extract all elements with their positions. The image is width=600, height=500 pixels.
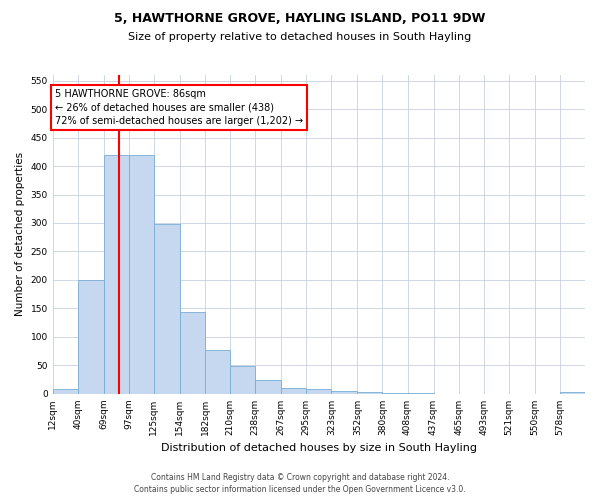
Bar (205, 350, 230, 394)
Bar (255, 380, 281, 394)
Bar (180, 312, 205, 394)
Bar (230, 366, 255, 394)
Bar (560, 392, 585, 394)
Bar (306, 389, 331, 394)
X-axis label: Distribution of detached houses by size in South Hayling: Distribution of detached houses by size … (161, 444, 477, 454)
Bar (53, 389, 78, 394)
Text: Contains public sector information licensed under the Open Government Licence v3: Contains public sector information licen… (134, 485, 466, 494)
Text: 5 HAWTHORNE GROVE: 86sqm
← 26% of detached houses are smaller (438)
72% of semi-: 5 HAWTHORNE GROVE: 86sqm ← 26% of detach… (55, 89, 304, 126)
Bar (382, 393, 407, 394)
Text: Size of property relative to detached houses in South Hayling: Size of property relative to detached ho… (128, 32, 472, 42)
Y-axis label: Number of detached properties: Number of detached properties (15, 152, 25, 316)
Bar (281, 388, 306, 394)
Text: Contains HM Land Registry data © Crown copyright and database right 2024.: Contains HM Land Registry data © Crown c… (151, 472, 449, 482)
Bar (129, 154, 154, 394)
Bar (358, 392, 382, 394)
Bar (104, 154, 129, 394)
Bar (331, 391, 358, 394)
Bar (407, 393, 434, 394)
Bar (154, 224, 180, 394)
Bar (78, 280, 104, 394)
Text: 5, HAWTHORNE GROVE, HAYLING ISLAND, PO11 9DW: 5, HAWTHORNE GROVE, HAYLING ISLAND, PO11… (115, 12, 485, 26)
